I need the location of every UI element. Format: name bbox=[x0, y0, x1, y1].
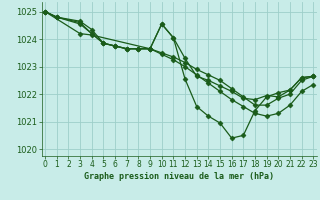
X-axis label: Graphe pression niveau de la mer (hPa): Graphe pression niveau de la mer (hPa) bbox=[84, 172, 274, 181]
